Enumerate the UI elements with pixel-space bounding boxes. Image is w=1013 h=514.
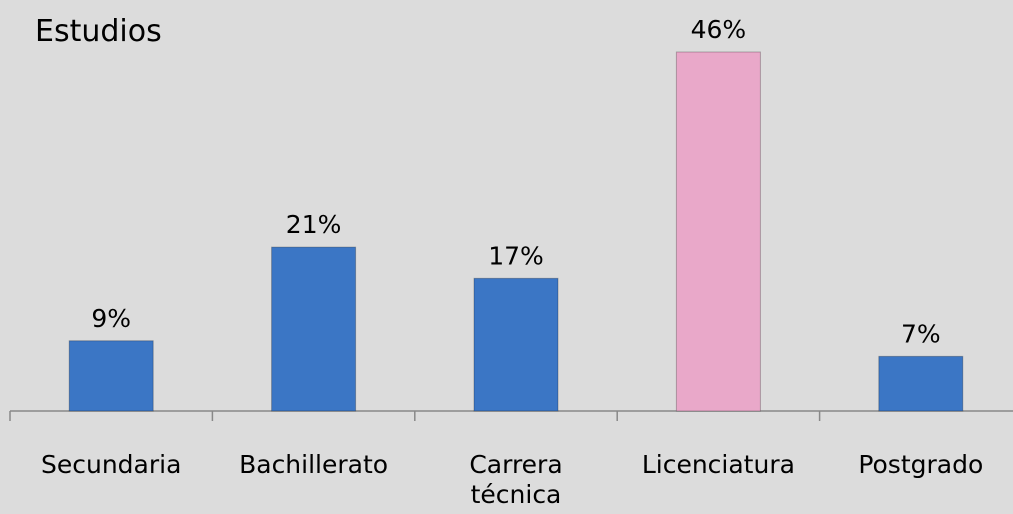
value-label: 21% xyxy=(286,210,342,239)
bar xyxy=(68,340,154,412)
bar xyxy=(473,277,559,412)
chart-title: Estudios xyxy=(35,14,162,49)
value-label: 7% xyxy=(901,319,941,348)
bar xyxy=(878,355,964,412)
x-tick-label: Carrera técnica xyxy=(469,450,563,509)
bar xyxy=(271,246,357,412)
value-label: 46% xyxy=(691,15,747,44)
value-label: 17% xyxy=(488,241,544,270)
bar xyxy=(675,51,761,412)
x-tick-label: Secundaria xyxy=(40,450,182,479)
x-tick-label: Bachillerato xyxy=(239,450,389,479)
x-tick-label: Postgrado xyxy=(858,450,984,479)
value-label: 9% xyxy=(91,304,131,333)
x-tick-label: Licenciatura xyxy=(641,450,795,479)
